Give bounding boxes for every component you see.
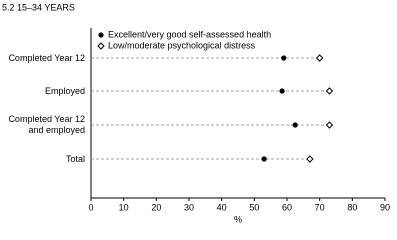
dot [325,121,334,129]
y-tick-label: Completed Year 12 and employed [8,114,85,135]
page: 5.2 15–34 YEARS % 0 10 20 30 40 50 60 70 80 90 Exc… [2,2,390,224]
dot [279,88,285,94]
x-tick-label: 0 [88,202,93,212]
dot [315,54,324,62]
dot [261,156,267,162]
legend-label: Excellent/very good self-assessed health [108,29,271,39]
dot [281,55,287,61]
y-tick-label: Completed Year 12 [8,52,85,63]
x-tick-label: 20 [151,202,161,212]
dot [306,155,314,163]
y-tick-label: Total [65,153,85,164]
dot [292,122,298,128]
dot [98,32,104,38]
x-tick-label: 40 [217,202,227,212]
x-tick-label: 30 [184,202,194,212]
x-axis-label: % [234,214,242,224]
x-tick-label: 70 [315,202,325,212]
x-tick-label: 80 [347,202,357,212]
x-tick-label: 50 [249,202,259,212]
dot [325,87,334,95]
y-tick-label: Employed [44,85,85,96]
x-tick-label: 90 [380,202,390,212]
x-tick-label: 10 [119,202,129,212]
x-tick-label: 60 [282,202,292,212]
chart-title: 5.2 15–34 YEARS [2,2,75,12]
legend-label: Low/moderate psychological distress [108,40,256,50]
dot [97,42,105,50]
chart: 5.2 15–34 YEARS % 0 10 20 30 40 50 60 70 80 90 Exc… [2,2,390,224]
